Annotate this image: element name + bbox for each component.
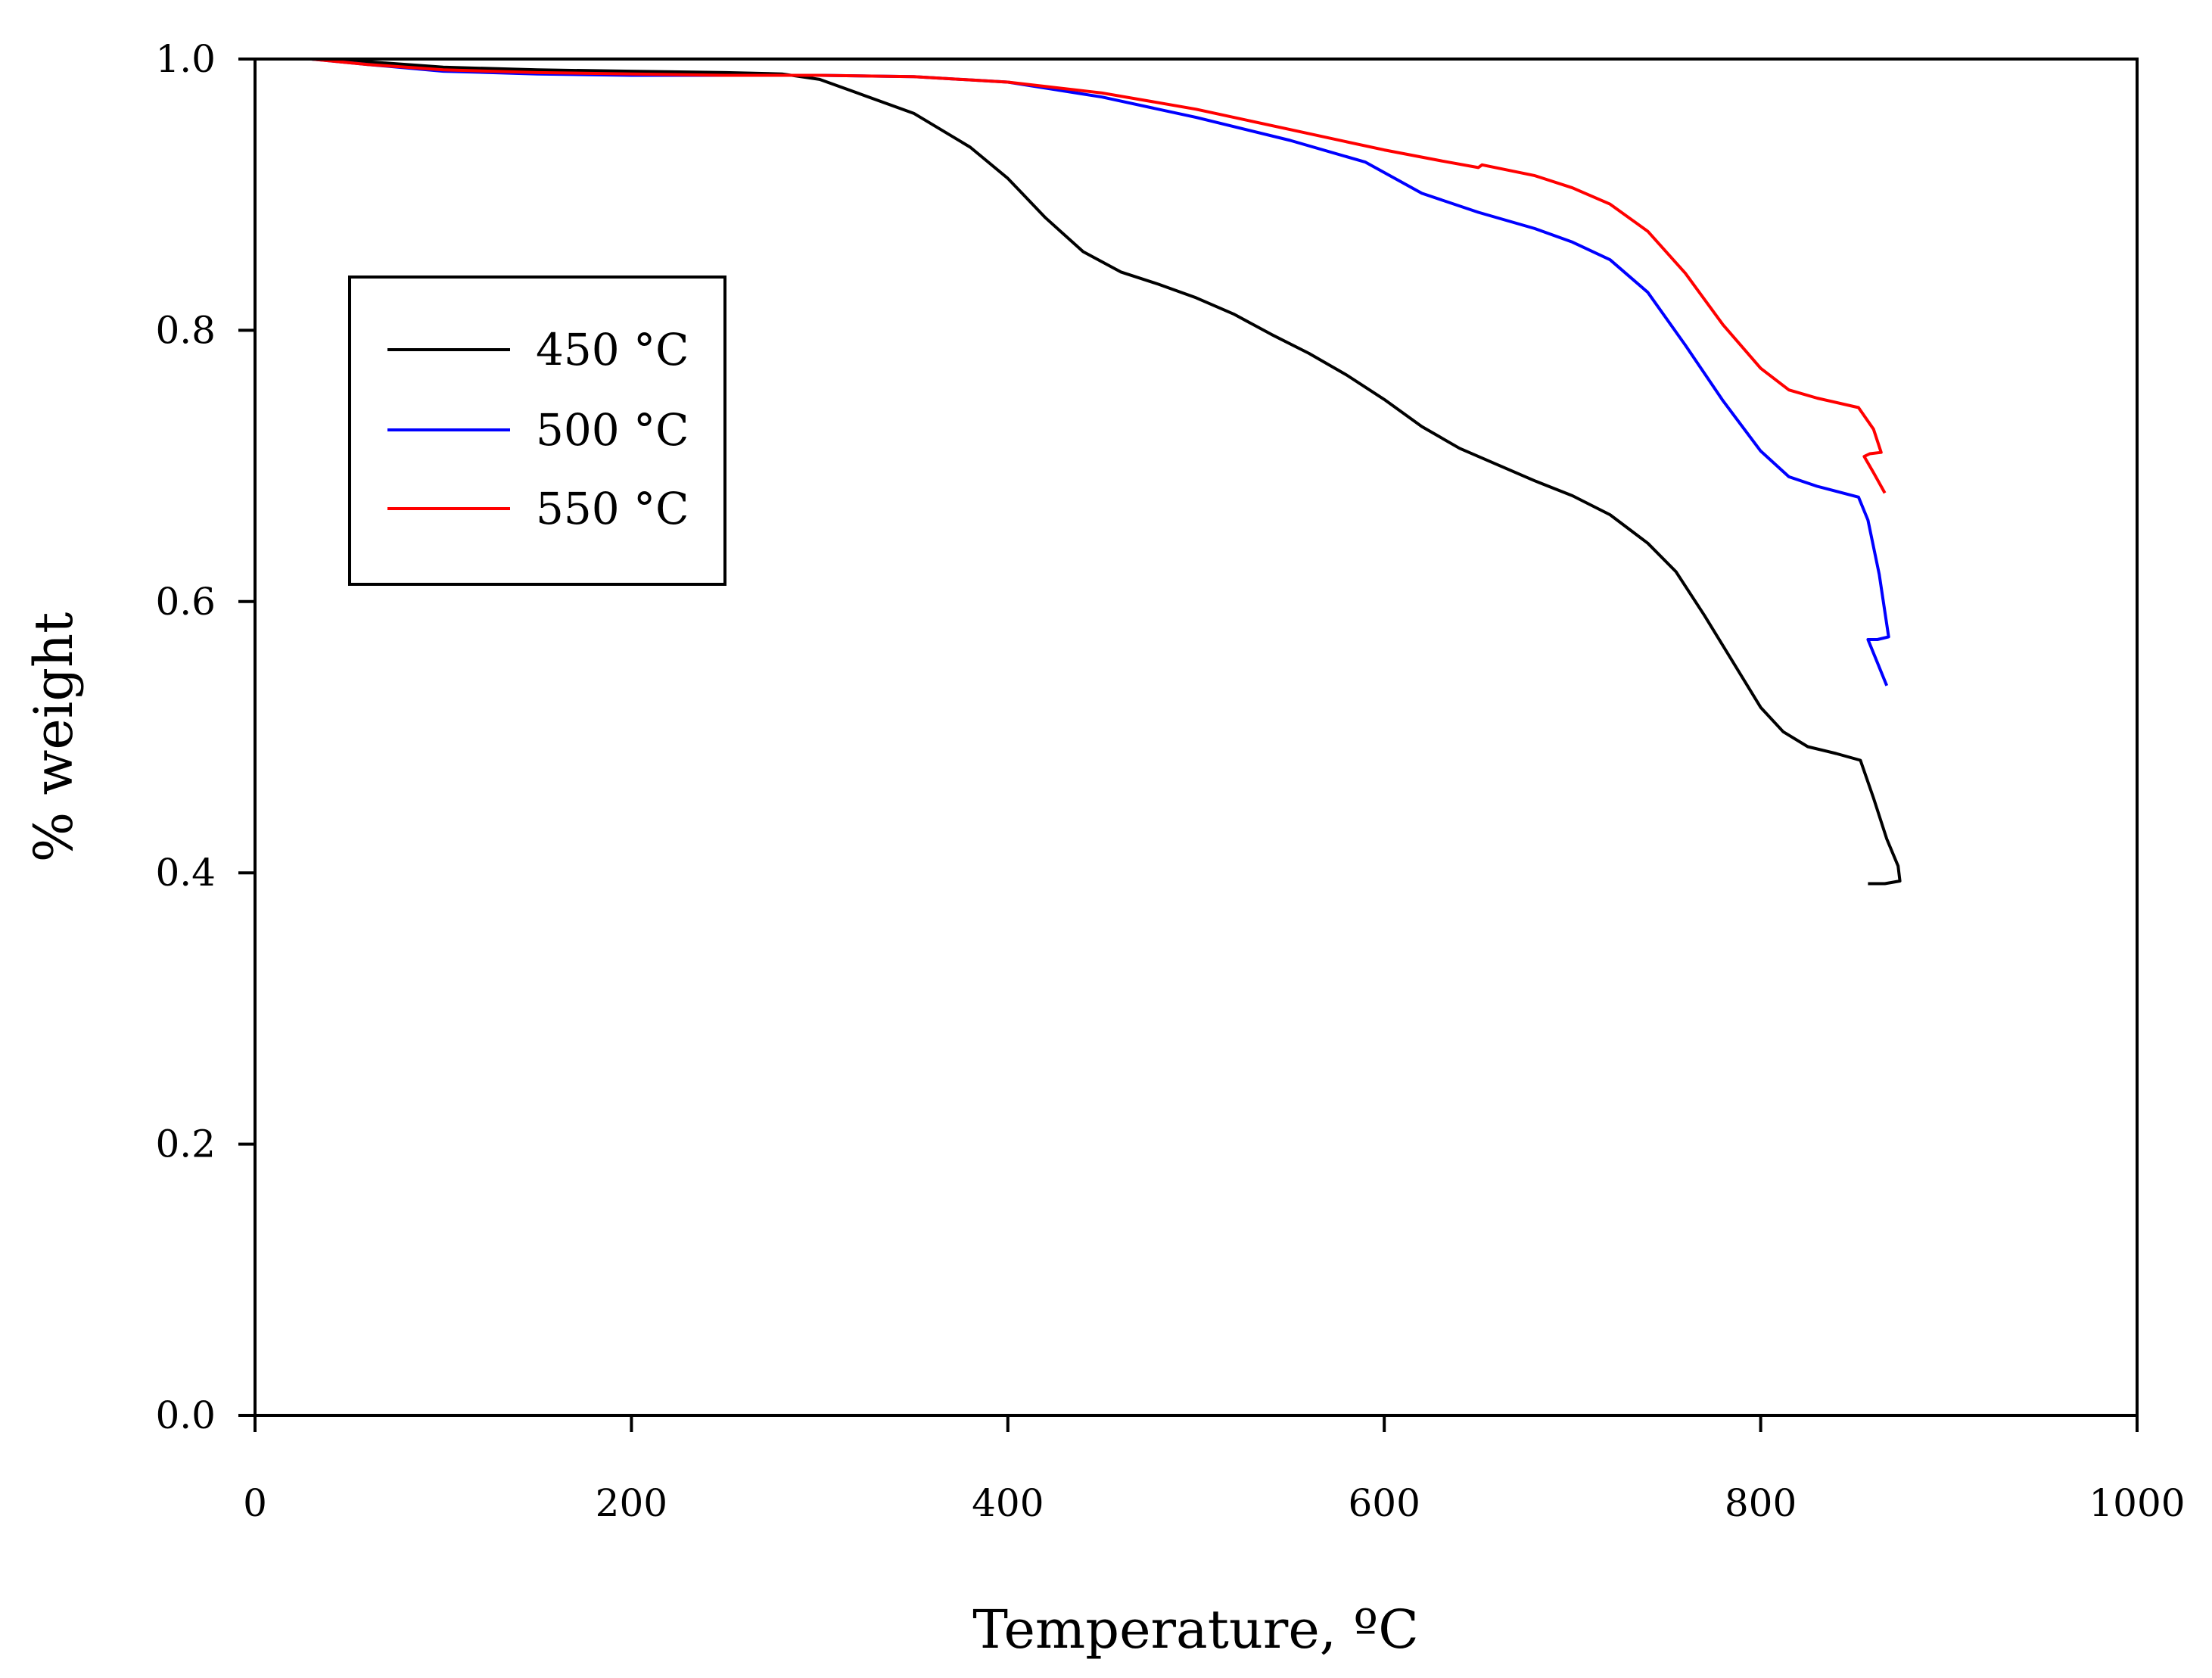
x-tick-label: 200 (596, 1481, 667, 1525)
legend: 450 °C 500 °C 550 °C (348, 276, 726, 586)
legend-label-450: 450 °C (536, 324, 689, 375)
y-tick-label: 0.6 (155, 580, 216, 624)
y-tick-label: 0.2 (155, 1122, 216, 1166)
plot-frame (254, 58, 2139, 1417)
x-tick-label: 1000 (2089, 1481, 2185, 1525)
x-tick-label: 400 (972, 1481, 1044, 1525)
series-line-450 (311, 58, 1902, 886)
series-layer (311, 58, 1902, 886)
y-tick-label: 0.8 (155, 308, 216, 352)
x-axis-title: Temperature, ºC (972, 1599, 1419, 1661)
legend-label-500: 500 °C (536, 404, 689, 456)
x-tick-label: 600 (1348, 1481, 1420, 1525)
x-axis-ticks: 0 200 400 600 800 1000 (243, 1415, 2186, 1525)
y-tick-label: 1.0 (155, 37, 216, 81)
y-tick-label: 0.4 (155, 851, 216, 895)
series-line-550 (311, 58, 1887, 494)
x-tick-label: 0 (243, 1481, 267, 1525)
y-axis-ticks: 0.0 0.2 0.4 0.6 0.8 1.0 (155, 37, 255, 1437)
x-tick-label: 800 (1725, 1481, 1797, 1525)
y-tick-label: 0.0 (155, 1393, 216, 1437)
legend-label-550: 550 °C (536, 483, 689, 534)
y-axis-title: % weight (23, 612, 85, 863)
